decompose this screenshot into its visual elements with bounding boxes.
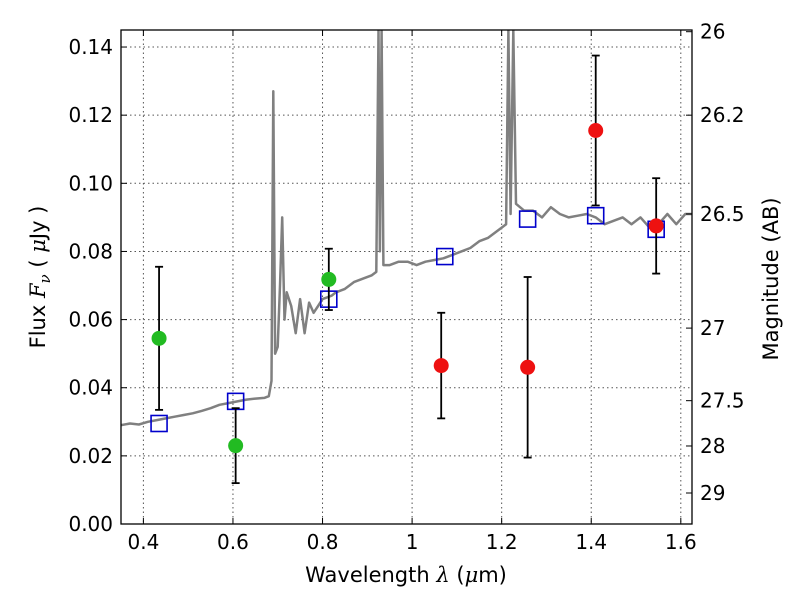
- photometry-points: [150, 54, 665, 485]
- y-tick-label: 0.04: [68, 376, 113, 400]
- photometry-point: [648, 218, 664, 234]
- model-square-marker: [150, 414, 168, 433]
- grid: [121, 30, 692, 525]
- y-tick-label: 0.14: [68, 35, 113, 59]
- right-tick-label: 27: [700, 316, 725, 340]
- photometry-point: [433, 358, 449, 374]
- plot-frame: [120, 29, 693, 525]
- photometry-point: [321, 271, 337, 287]
- y-tick-label: 0.06: [68, 308, 113, 332]
- x-tick-label: 1.6: [665, 530, 697, 554]
- y-axis-label: Flux Fν ( μJy ): [26, 206, 54, 349]
- x-tick-label: 1.2: [486, 530, 518, 554]
- right-tick-label: 27.5: [700, 389, 745, 413]
- x-tick-label: 0.4: [127, 530, 159, 554]
- model-square-marker: [586, 206, 605, 225]
- x-tick-label: 1: [406, 530, 419, 554]
- right-axis-label: Magnitude (AB): [759, 197, 783, 360]
- axis-ticks: 0.4 0.6 0.8 1 1.2 1.4 1.6 0.00 0.02 0.04 0.06 0.08 0…: [68, 20, 744, 554]
- photometry-point: [151, 330, 167, 346]
- right-tick-label: 26: [700, 20, 725, 44]
- model-spectrum: [121, 30, 692, 427]
- right-tick-label: 28: [700, 434, 725, 458]
- spectrum-line: [121, 30, 692, 427]
- y-tick-label: 0.08: [68, 239, 113, 263]
- model-square-marker: [518, 210, 537, 228]
- x-tick-label: 1.4: [575, 530, 607, 554]
- y-tick-label: 0.00: [68, 512, 113, 536]
- right-tick-label: 26.5: [700, 202, 745, 226]
- right-tick-label: 26.2: [700, 103, 745, 127]
- right-tick-label: 29: [700, 481, 725, 505]
- model-square-marker: [435, 247, 454, 266]
- photometry-point: [228, 438, 244, 454]
- x-axis-label: Wavelength λ (μm): [305, 563, 507, 587]
- photometry-point: [520, 359, 536, 375]
- y-tick-label: 0.02: [68, 444, 113, 468]
- y-tick-label: 0.10: [68, 171, 113, 195]
- x-tick-label: 0.6: [217, 530, 249, 554]
- photometry-point: [588, 123, 604, 139]
- x-tick-label: 0.8: [307, 530, 339, 554]
- y-tick-label: 0.12: [68, 103, 113, 127]
